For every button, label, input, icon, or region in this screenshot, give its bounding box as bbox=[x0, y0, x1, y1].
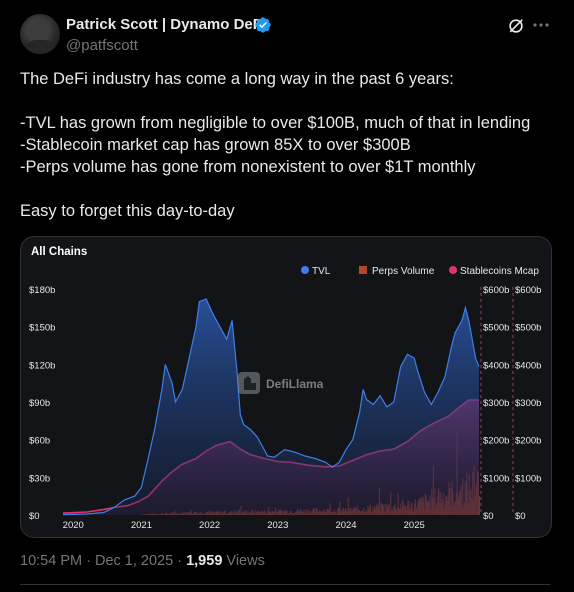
y-axis-right1-ticks: $0 $100b $200b $300b $400b $500b $600b bbox=[483, 285, 509, 522]
y-right1-tick-label: $0 bbox=[483, 511, 494, 522]
y-left-tick-label: $30b bbox=[29, 473, 50, 484]
y-left-tick-label: $0 bbox=[29, 511, 40, 522]
y-right1-tick-label: $300b bbox=[483, 398, 509, 409]
defi-chart: All Chains TVL Perps Volume Stablecoins … bbox=[29, 246, 541, 531]
y-right2-tick-label: $500b bbox=[515, 323, 541, 334]
y-right2-tick-label: $300b bbox=[515, 398, 541, 409]
y-left-tick-label: $150b bbox=[29, 323, 55, 334]
verified-badge-icon bbox=[255, 17, 271, 33]
tvl-area bbox=[63, 299, 479, 515]
divider bbox=[20, 584, 550, 585]
legend-marker-stablecoins bbox=[449, 266, 457, 274]
tweet-line: -Stablecoin market cap has grown 85X to … bbox=[20, 136, 411, 154]
display-name[interactable]: Patrick Scott | Dynamo DeFi bbox=[66, 16, 267, 33]
y-right2-tick-label: $200b bbox=[515, 436, 541, 447]
y-axis-right2-ticks: $0 $100b $200b $300b $400b $500b $600b bbox=[515, 285, 541, 522]
legend-label-stablecoins[interactable]: Stablecoins Mcap bbox=[460, 266, 539, 277]
y-right1-tick-label: $100b bbox=[483, 473, 509, 484]
avatar[interactable] bbox=[20, 14, 60, 54]
y-left-tick-label: $180b bbox=[29, 285, 55, 296]
grok-icon[interactable] bbox=[507, 17, 525, 35]
x-tick-label: 2024 bbox=[335, 520, 356, 531]
meta-separator: · bbox=[86, 553, 91, 569]
y-right2-tick-label: $600b bbox=[515, 285, 541, 296]
defillama-watermark: DefiLlama bbox=[238, 372, 324, 394]
views-count: 1,959 bbox=[186, 553, 223, 569]
chart-legend: TVL Perps Volume Stablecoins Mcap bbox=[301, 266, 539, 277]
y-left-tick-label: $120b bbox=[29, 360, 55, 371]
tweet-text: The DeFi industry has come a long way in… bbox=[20, 68, 560, 222]
tweet-line: The DeFi industry has come a long way in… bbox=[20, 70, 454, 88]
x-tick-label: 2025 bbox=[404, 520, 425, 531]
tweet-line: -TVL has grown from negligible to over $… bbox=[20, 114, 531, 132]
tweet-date[interactable]: Dec 1, 2025 bbox=[94, 553, 174, 569]
chart-title: All Chains bbox=[31, 246, 87, 258]
meta-separator: · bbox=[177, 553, 183, 569]
x-tick-label: 2020 bbox=[63, 520, 84, 531]
legend-label-perps[interactable]: Perps Volume bbox=[372, 266, 435, 277]
perps-bar bbox=[478, 495, 480, 515]
x-axis-ticks: 2020 2021 2022 2023 2024 2025 bbox=[63, 520, 425, 531]
x-tick-label: 2021 bbox=[131, 520, 152, 531]
more-options-icon[interactable] bbox=[531, 15, 551, 35]
x-tick-label: 2022 bbox=[199, 520, 220, 531]
y-left-tick-label: $60b bbox=[29, 436, 50, 447]
y-right2-tick-label: $100b bbox=[515, 473, 541, 484]
watermark-text: DefiLlama bbox=[266, 377, 324, 391]
llama-logo-icon bbox=[238, 372, 260, 394]
tweet-time[interactable]: 10:54 PM bbox=[20, 553, 83, 569]
y-right1-tick-label: $600b bbox=[483, 285, 509, 296]
handle[interactable]: @patfscott bbox=[66, 37, 138, 54]
y-left-tick-label: $90b bbox=[29, 398, 50, 409]
y-axis-left-ticks: $0 $30b $60b $90b $120b $150b $180b bbox=[29, 285, 55, 522]
views-label: Views bbox=[226, 553, 265, 569]
y-right1-tick-label: $500b bbox=[483, 323, 509, 334]
tweet-line: Easy to forget this day-to-day bbox=[20, 202, 235, 220]
y-right1-tick-label: $200b bbox=[483, 436, 509, 447]
tweet-meta: 10:54 PM · Dec 1, 2025 · 1,959 Views bbox=[20, 553, 265, 569]
x-tick-label: 2023 bbox=[267, 520, 288, 531]
tweet-line: -Perps volume has gone from nonexistent … bbox=[20, 158, 476, 176]
chart-card[interactable]: All Chains TVL Perps Volume Stablecoins … bbox=[20, 236, 552, 538]
legend-marker-perps bbox=[359, 266, 367, 274]
y-right1-tick-label: $400b bbox=[483, 360, 509, 371]
y-right2-tick-label: $0 bbox=[515, 511, 526, 522]
legend-label-tvl[interactable]: TVL bbox=[312, 266, 331, 277]
legend-marker-tvl bbox=[301, 266, 309, 274]
y-right2-tick-label: $400b bbox=[515, 360, 541, 371]
tvl-line bbox=[62, 298, 480, 516]
